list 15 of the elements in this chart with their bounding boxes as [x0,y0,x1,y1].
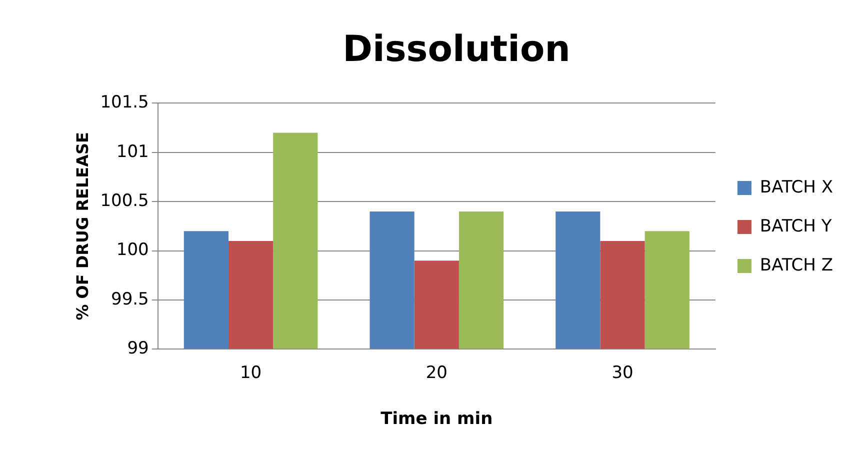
y-tick-label: 99 [127,338,149,359]
y-tick-label: 101.5 [100,92,149,113]
y-tick-label: 100 [116,240,149,260]
x-tick-label: 10 [240,362,262,383]
x-tick-label: 20 [426,362,448,383]
y-tick-label: 100.5 [100,191,149,212]
y-axis-title: % OF DRUG RELEASE [72,132,92,320]
chart-title: Dissolution [342,28,570,70]
y-tick-label: 101 [116,142,149,162]
legend-label: BATCH Z [760,255,834,276]
legend-label: BATCH X [760,177,834,198]
x-axis-title: Time in min [380,409,493,430]
legend-label: BATCH Y [760,216,832,236]
y-tick-label: 99.5 [111,289,149,310]
x-tick-label: 30 [612,362,634,383]
